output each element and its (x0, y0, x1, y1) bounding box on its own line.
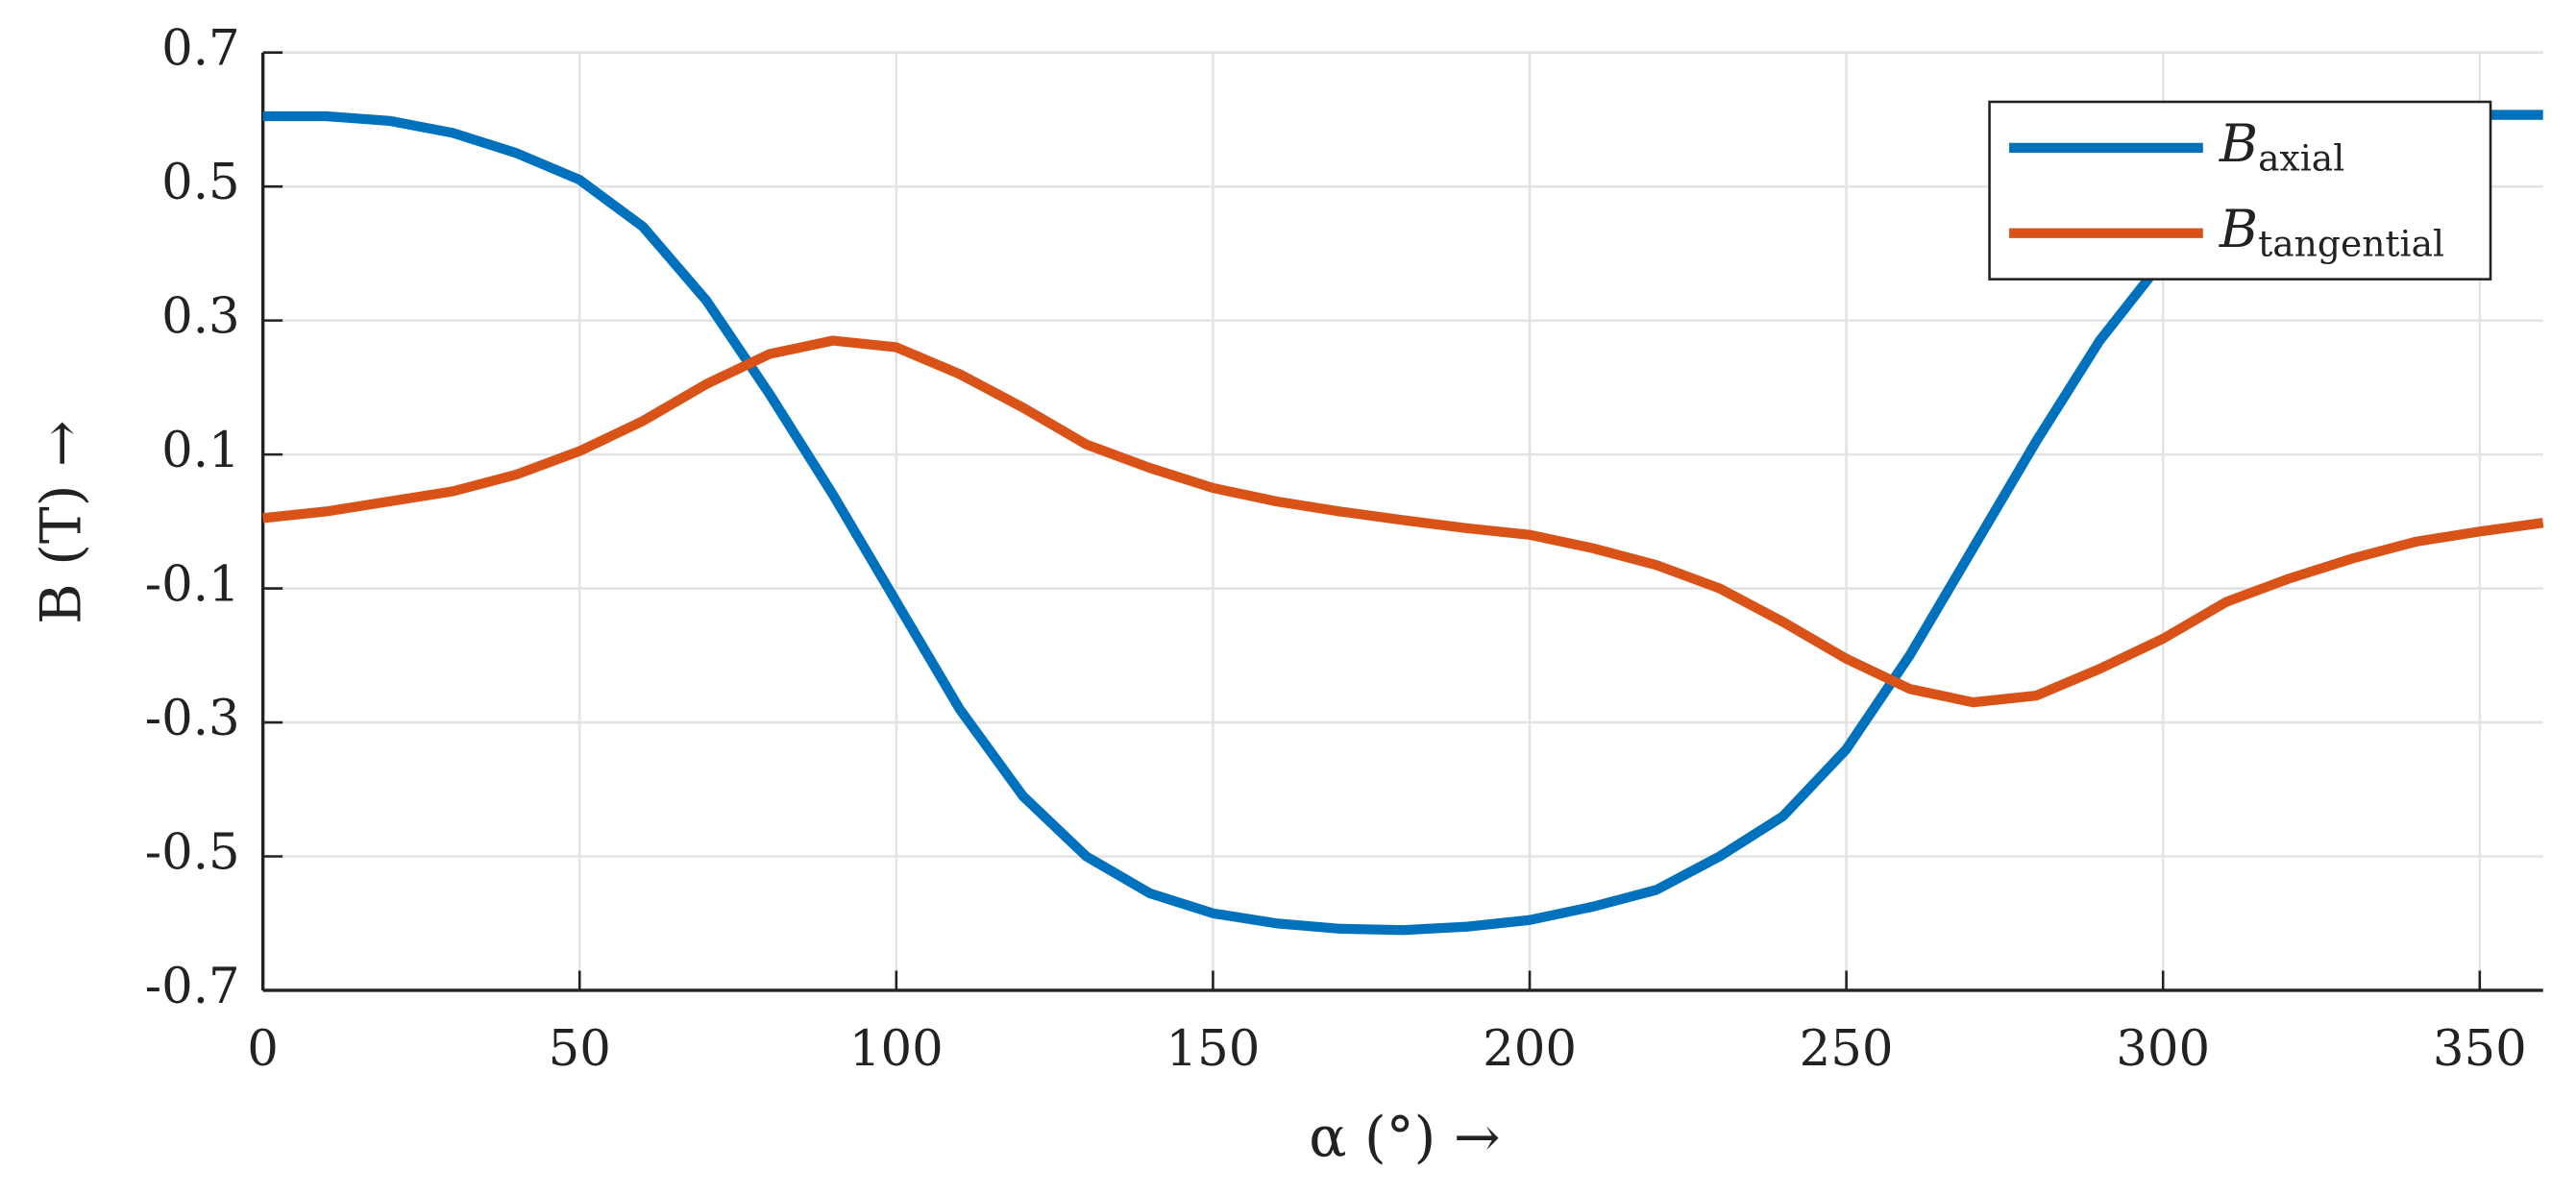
y-tick-label: 0.5 (161, 154, 240, 211)
y-axis-label: B (T) → (28, 420, 93, 623)
legend-name: B (2219, 112, 2258, 174)
x-tick-label: 200 (1483, 1020, 1577, 1078)
legend-box (1988, 100, 2492, 280)
legend-subscript: tangential (2258, 222, 2444, 264)
y-tick-label: 0.3 (161, 288, 240, 346)
x-tick-label: 150 (1165, 1020, 1260, 1078)
y-tick-label: -0.1 (145, 556, 240, 614)
series-line (262, 335, 2544, 708)
y-tick-label: -0.3 (145, 690, 240, 747)
x-axis-label: α (°) → (1309, 1104, 1500, 1169)
y-tick-label: -0.7 (145, 958, 240, 1015)
x-tick-label: 350 (2433, 1020, 2527, 1078)
x-tick-label: 250 (1800, 1020, 1894, 1078)
legend-label: Btangential (2219, 198, 2444, 264)
x-tick-label: 100 (849, 1020, 944, 1078)
legend-subscript: axial (2258, 136, 2344, 179)
x-tick-label: 0 (247, 1020, 279, 1078)
y-tick-label: 0.1 (161, 422, 240, 479)
legend-label: Baxial (2219, 112, 2344, 179)
y-tick-label: -0.5 (145, 824, 240, 882)
legend-name: B (2219, 198, 2258, 259)
x-tick-label: 50 (549, 1020, 611, 1078)
y-tick-label: 0.7 (161, 20, 240, 78)
x-tick-label: 300 (2116, 1020, 2210, 1078)
